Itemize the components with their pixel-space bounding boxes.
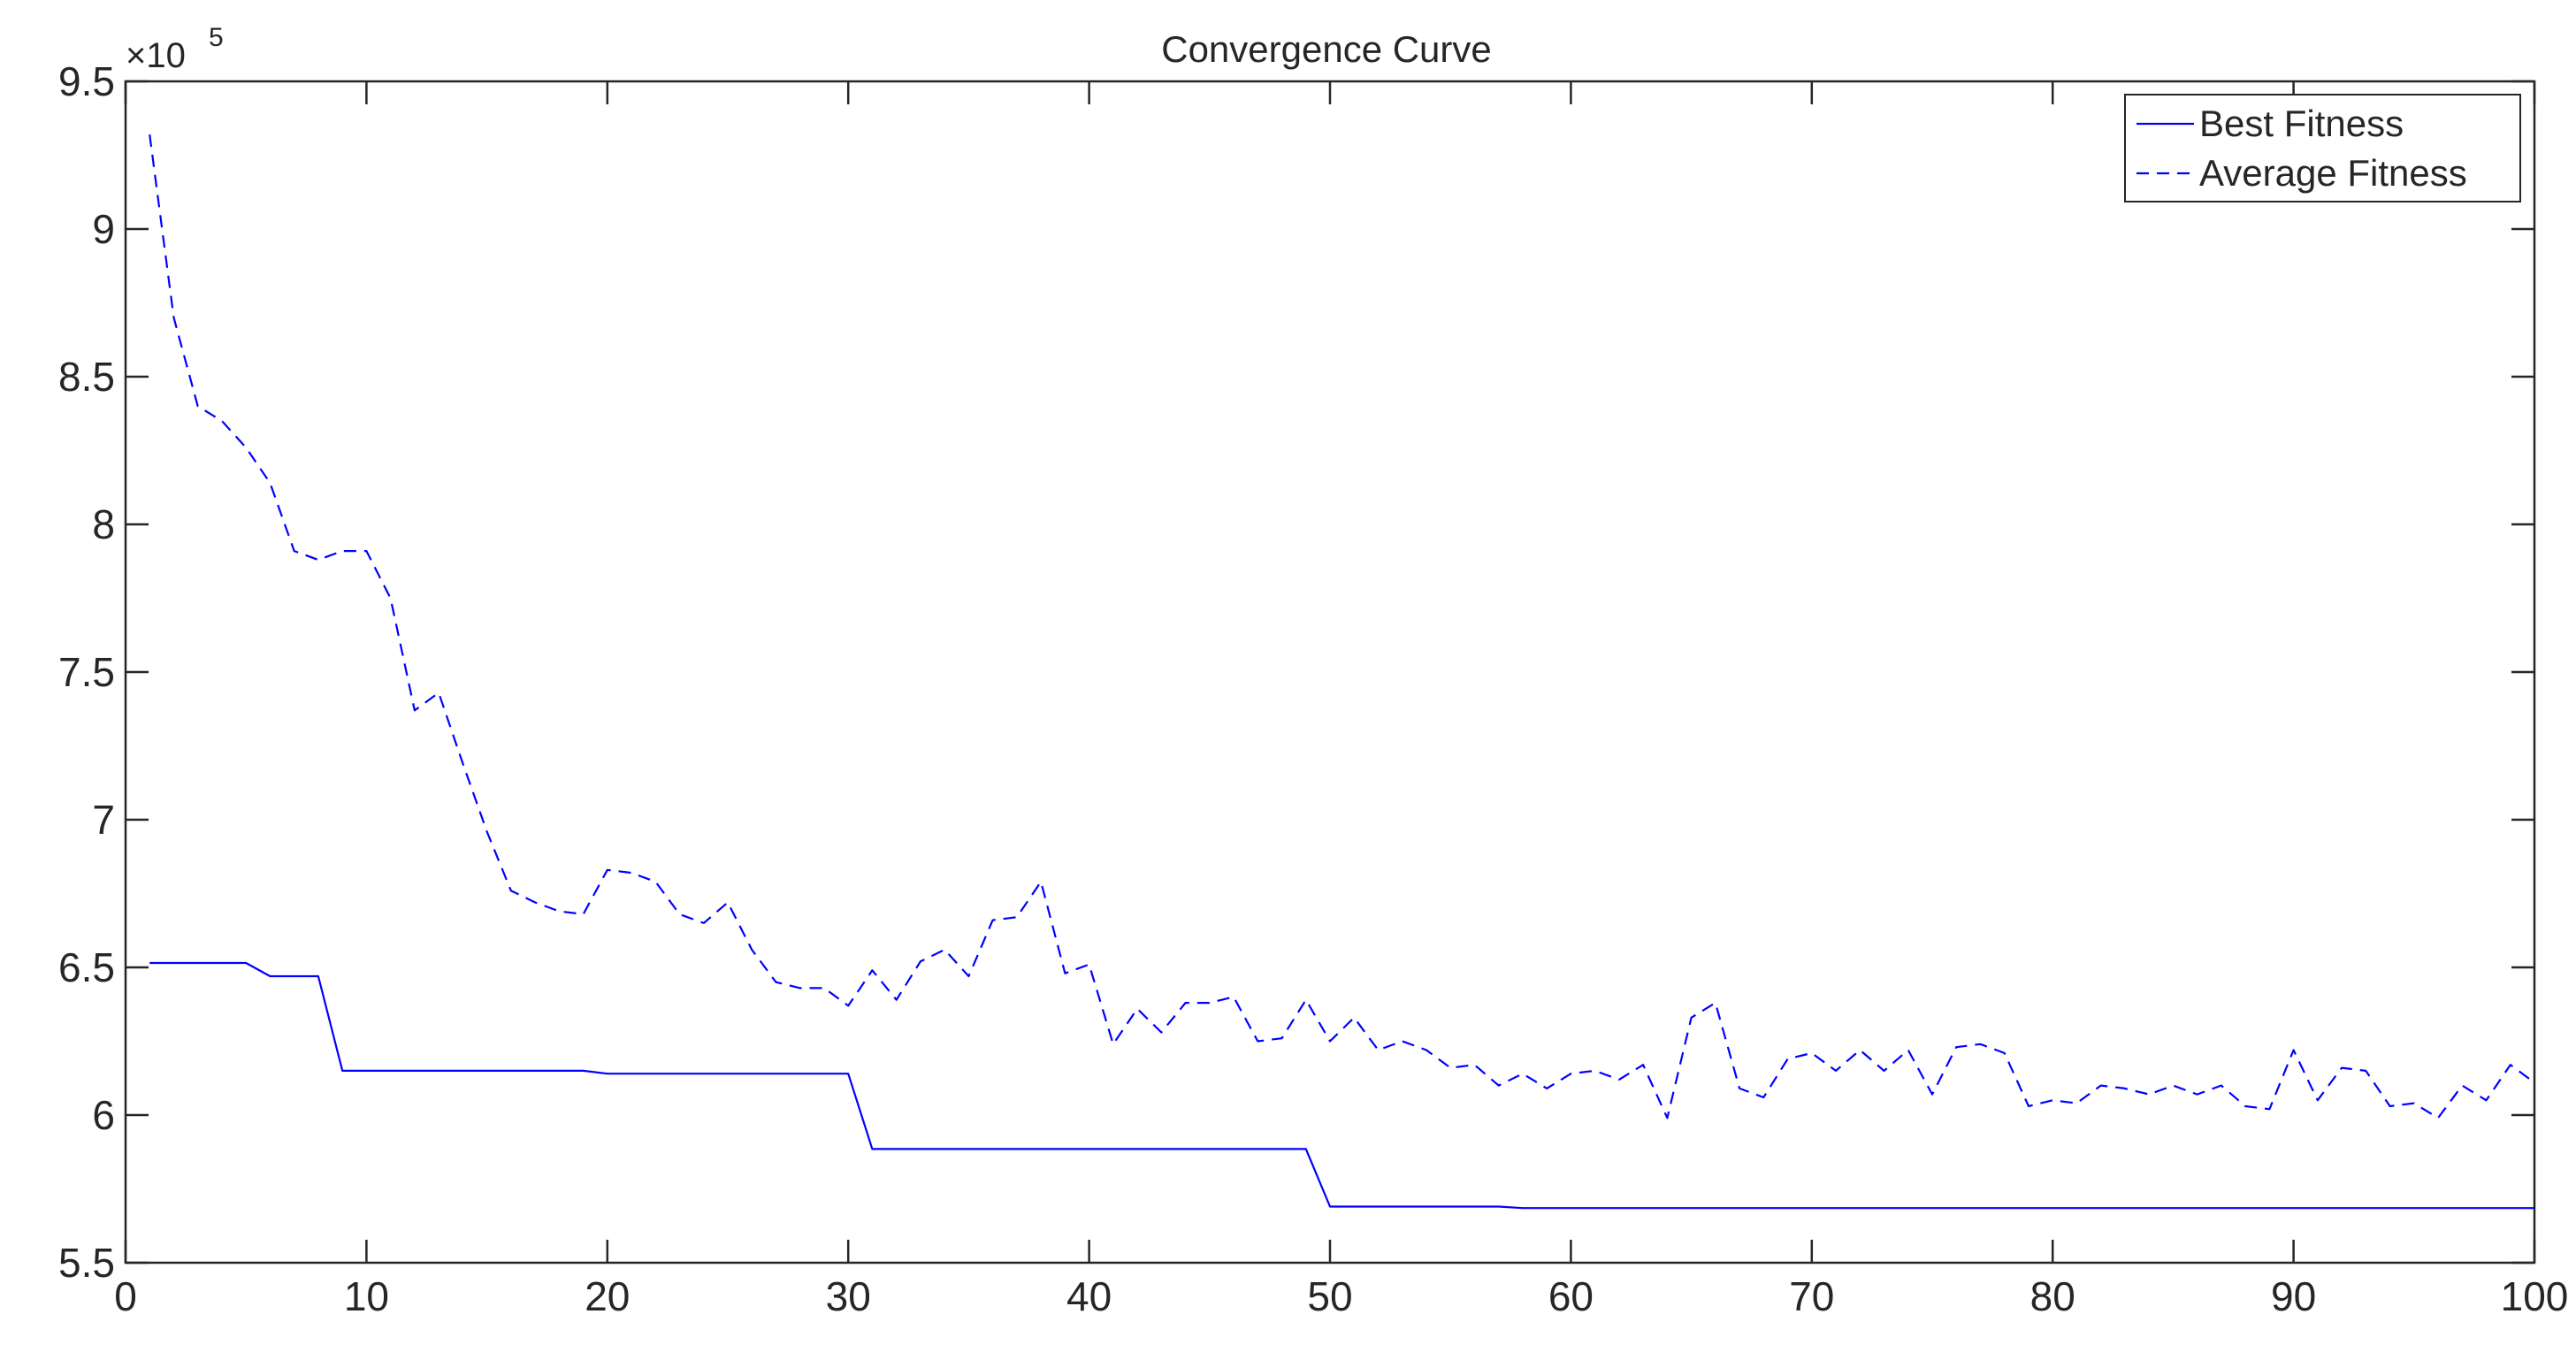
y-axis-multiplier-base: ×10 (126, 36, 186, 75)
x-tick-label: 50 (1307, 1273, 1352, 1319)
x-tick-label: 70 (1789, 1273, 1834, 1319)
y-tick-label: 9 (92, 206, 115, 252)
y-axis: 5.5 6 6.5 7 7.5 8 8.5 9 9.5 (58, 58, 2534, 1286)
y-axis-multiplier: ×10 5 (126, 23, 224, 75)
legend-label-best-fitness: Best Fitness (2199, 103, 2404, 144)
x-axis: 0 10 20 30 40 50 60 70 80 90 100 (114, 81, 2568, 1319)
series-line-best-fitness (149, 961, 2534, 1210)
chart-title: Convergence Curve (1161, 28, 1492, 70)
y-tick-label: 9.5 (58, 58, 115, 104)
y-tick-label: 6 (92, 1092, 115, 1138)
legend-box (2124, 94, 2521, 202)
x-tick-label: 40 (1066, 1273, 1112, 1319)
series-group (149, 134, 2535, 1210)
y-tick-label: 8.5 (58, 354, 115, 400)
x-tick-label: 60 (1548, 1273, 1594, 1319)
x-tick-label: 0 (114, 1273, 137, 1319)
x-tick-label: 90 (2271, 1273, 2316, 1319)
y-tick-label: 8 (92, 501, 115, 547)
x-tick-label: 80 (2030, 1273, 2075, 1319)
legend: Best Fitness Average Fitness (2124, 94, 2521, 202)
y-tick-label: 5.5 (58, 1240, 115, 1286)
plot-area (124, 80, 2536, 1264)
x-tick-label: 30 (826, 1273, 871, 1319)
x-tick-label: 100 (2501, 1273, 2569, 1319)
y-tick-label: 6.5 (58, 944, 115, 990)
y-axis-multiplier-exponent: 5 (209, 23, 224, 52)
y-tick-label: 7 (92, 797, 115, 843)
y-tick-label: 7.5 (58, 649, 115, 695)
x-tick-label: 20 (585, 1273, 630, 1319)
legend-label-average-fitness: Average Fitness (2199, 152, 2467, 194)
x-tick-label: 10 (344, 1273, 389, 1319)
series-line-average-fitness (149, 134, 2535, 1119)
